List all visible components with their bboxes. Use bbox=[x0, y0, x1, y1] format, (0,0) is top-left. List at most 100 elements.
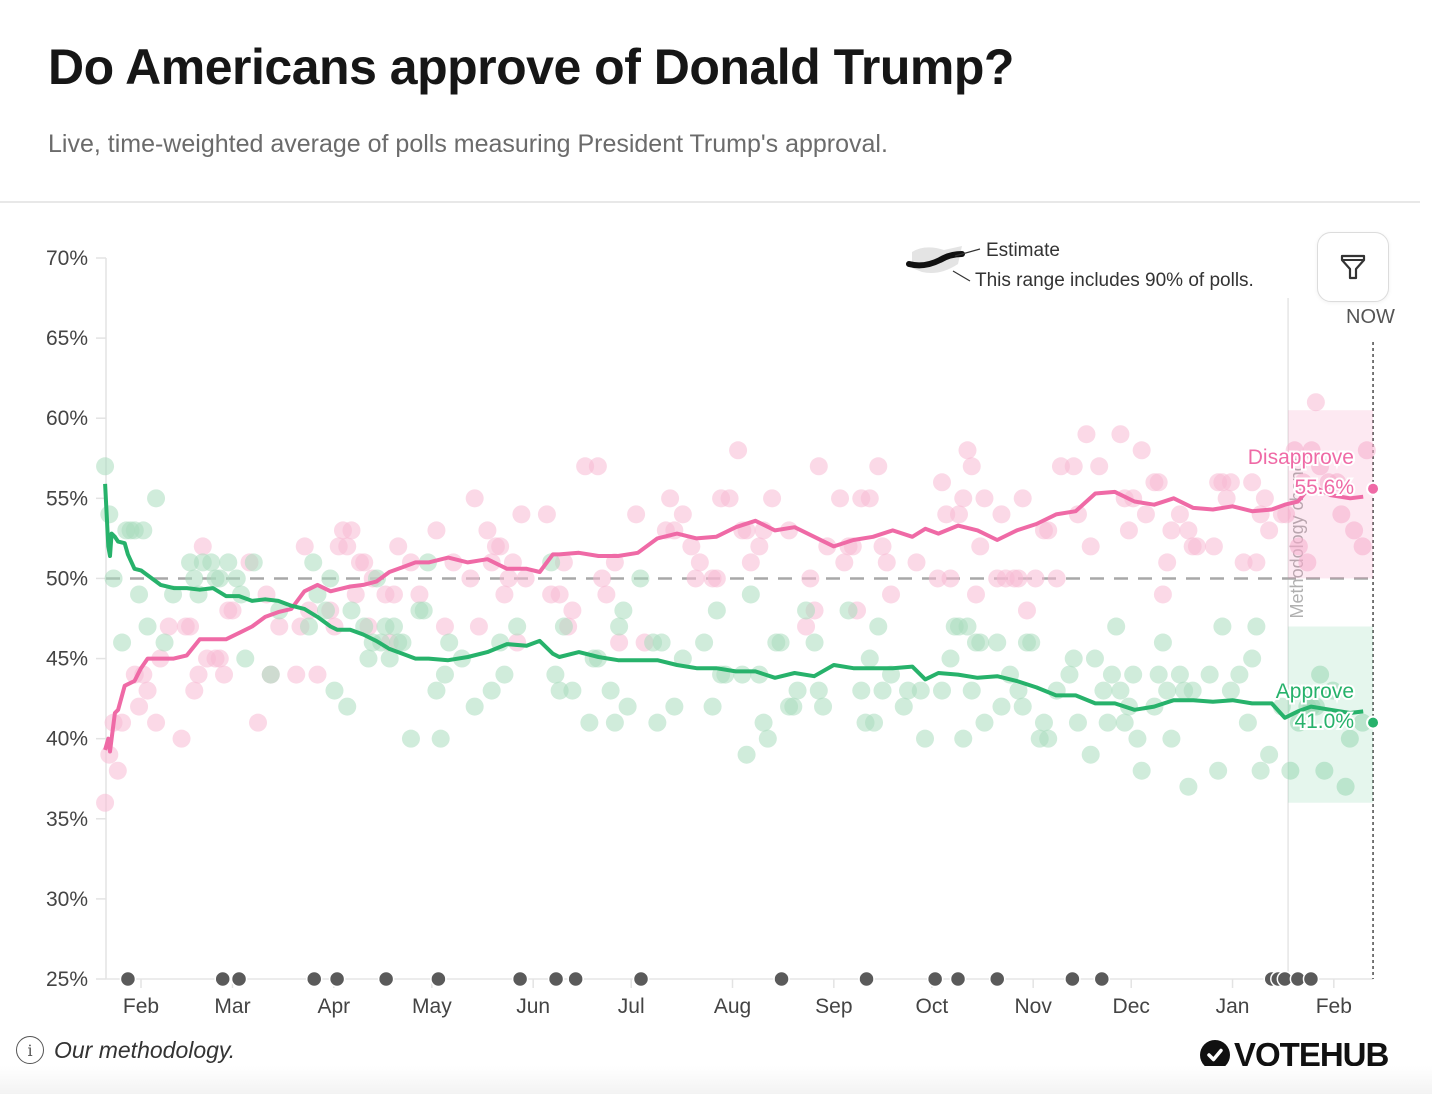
poll-dot bbox=[1323, 681, 1342, 700]
poll-dot bbox=[147, 489, 166, 508]
event-marker bbox=[1093, 970, 1111, 988]
poll-dot bbox=[1158, 681, 1177, 700]
page-title: Do Americans approve of Donald Trump? bbox=[48, 39, 1014, 95]
y-tick-label: 70% bbox=[46, 247, 88, 270]
poll-dot bbox=[1187, 537, 1206, 556]
poll-dot bbox=[1051, 457, 1070, 476]
poll-dot bbox=[193, 537, 212, 556]
event-marker bbox=[305, 970, 323, 988]
poll-dot bbox=[1013, 697, 1032, 716]
poll-dot bbox=[130, 697, 149, 716]
poll-dot bbox=[1311, 457, 1330, 476]
poll-dot bbox=[1332, 505, 1351, 524]
poll-dot bbox=[550, 681, 569, 700]
poll-dot bbox=[784, 697, 803, 716]
poll-dot bbox=[933, 681, 952, 700]
series-labels: Disapprove 55.6% Approve 41.0% bbox=[1246, 444, 1356, 735]
poll-dot bbox=[223, 601, 242, 620]
poll-dot bbox=[1340, 729, 1359, 748]
poll-dot bbox=[966, 585, 985, 604]
poll-dot bbox=[1238, 713, 1257, 732]
poll-dot bbox=[605, 713, 624, 732]
legend-estimate-leader bbox=[954, 248, 981, 257]
poll-dot bbox=[971, 537, 990, 556]
poll-dot bbox=[1111, 425, 1130, 444]
poll-dot bbox=[1047, 569, 1066, 588]
poll-dot bbox=[1039, 521, 1058, 540]
poll-dot bbox=[954, 729, 973, 748]
poll-dot bbox=[461, 569, 480, 588]
poll-dot bbox=[1068, 713, 1087, 732]
filter-button[interactable] bbox=[1317, 232, 1389, 302]
poll-dot bbox=[1128, 729, 1147, 748]
event-marker bbox=[214, 970, 231, 988]
poll-dot bbox=[427, 521, 446, 540]
poll-dot bbox=[1336, 777, 1355, 796]
poll-dot bbox=[788, 681, 807, 700]
poll-dot bbox=[431, 729, 450, 748]
poll-dot bbox=[1132, 761, 1151, 780]
poll-dot bbox=[435, 617, 454, 636]
poll-dot bbox=[1183, 681, 1202, 700]
poll-dot bbox=[338, 697, 357, 716]
y-tick-label: 40% bbox=[46, 728, 88, 751]
methodology-link[interactable]: i Our methodology. bbox=[16, 1036, 235, 1064]
poll-dot bbox=[835, 553, 854, 572]
poll-dot bbox=[601, 681, 620, 700]
poll-dot bbox=[554, 617, 573, 636]
x-tick-label: Feb bbox=[1316, 995, 1352, 1018]
poll-dot bbox=[962, 457, 981, 476]
x-tick-label: Jan bbox=[1216, 995, 1250, 1018]
poll-dot bbox=[185, 569, 204, 588]
poll-dot bbox=[1111, 681, 1130, 700]
legend-graphic bbox=[906, 246, 981, 282]
event-marker bbox=[430, 970, 447, 988]
poll-dot bbox=[958, 441, 977, 460]
methodology-change-label: Methodology change bbox=[1287, 451, 1307, 618]
y-tick-label: 55% bbox=[46, 487, 88, 510]
poll-dot bbox=[236, 649, 255, 668]
poll-dot bbox=[384, 585, 403, 604]
poll-dot bbox=[971, 633, 990, 652]
poll-dot bbox=[563, 681, 582, 700]
poll-dot bbox=[941, 569, 960, 588]
poll-dot bbox=[1060, 665, 1079, 684]
poll-dot bbox=[134, 521, 153, 540]
legend-estimate-swatch bbox=[906, 251, 965, 269]
poll-dot bbox=[261, 665, 280, 684]
poll-dot bbox=[1179, 521, 1198, 540]
poll-dot bbox=[610, 617, 629, 636]
x-tick-label: Feb bbox=[123, 995, 159, 1018]
poll-dot bbox=[482, 681, 501, 700]
poll-dot bbox=[1328, 473, 1347, 492]
poll-dot bbox=[210, 569, 229, 588]
poll-dot bbox=[1255, 489, 1274, 508]
poll-dot bbox=[1022, 633, 1041, 652]
poll-dot bbox=[580, 713, 599, 732]
poll-dot bbox=[1260, 745, 1279, 764]
poll-dot bbox=[287, 665, 306, 684]
poll-dot bbox=[860, 649, 879, 668]
poll-dot bbox=[1098, 713, 1117, 732]
poll-dot bbox=[389, 537, 408, 556]
event-markers bbox=[119, 970, 1320, 988]
event-marker bbox=[119, 970, 137, 988]
event-marker bbox=[773, 970, 790, 988]
poll-dot bbox=[308, 665, 327, 684]
poll-dot bbox=[469, 617, 488, 636]
poll-dot bbox=[877, 553, 896, 572]
poll-dot bbox=[181, 617, 200, 636]
poll-dot bbox=[359, 649, 378, 668]
disapprove-value: 55.6% bbox=[1294, 476, 1354, 499]
poll-dot bbox=[96, 457, 115, 476]
poll-dot bbox=[576, 457, 595, 476]
x-tick-label: Sep bbox=[815, 995, 852, 1018]
poll-dot bbox=[554, 553, 573, 572]
poll-dot bbox=[954, 489, 973, 508]
poll-dot bbox=[1149, 473, 1168, 492]
poll-dot bbox=[707, 569, 726, 588]
poll-dot bbox=[1247, 553, 1266, 572]
poll-dot bbox=[393, 633, 412, 652]
x-tick-label: Oct bbox=[916, 995, 949, 1018]
